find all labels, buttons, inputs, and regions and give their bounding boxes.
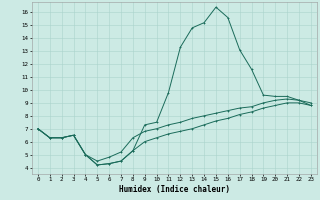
X-axis label: Humidex (Indice chaleur): Humidex (Indice chaleur) bbox=[119, 185, 230, 194]
